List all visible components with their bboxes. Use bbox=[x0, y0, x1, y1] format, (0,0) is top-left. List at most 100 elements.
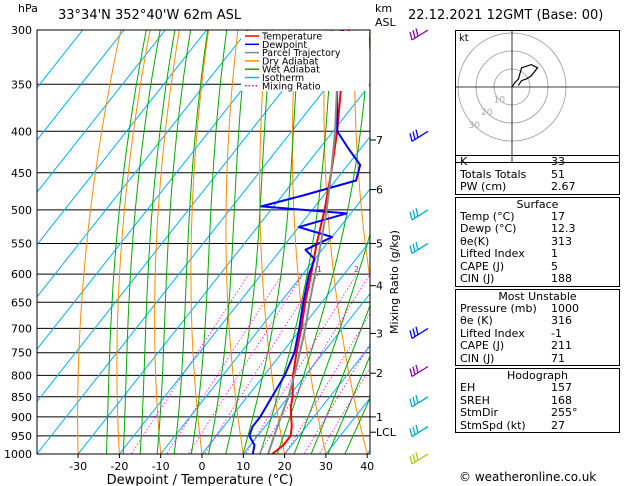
wind-barb bbox=[409, 208, 429, 221]
surface-indices: Surface Temp (°C) 17 Dewp (°C) 12.3 θe(K) 3… bbox=[455, 196, 620, 287]
wet-adiabat bbox=[139, 30, 176, 454]
wet-adiabat bbox=[293, 232, 370, 454]
dry-adiabat bbox=[77, 30, 122, 454]
mixing-ratio-line bbox=[284, 312, 370, 454]
dry-adiabat bbox=[354, 30, 370, 282]
x-tick-label: 40 bbox=[360, 460, 374, 473]
x-tick-label: -20 bbox=[110, 460, 128, 473]
legend-entry: Wet Adiabat bbox=[262, 65, 320, 76]
x-tick-label: -10 bbox=[152, 460, 170, 473]
isotherm-line bbox=[37, 30, 125, 141]
index-row: θe(K) 313 bbox=[460, 234, 572, 248]
mixing-ratio-line bbox=[258, 273, 370, 454]
wind-barb bbox=[409, 424, 429, 438]
pressure-tick-label: 1000 bbox=[4, 448, 32, 461]
copyright-credit: © weatheronline.co.uk bbox=[459, 470, 597, 484]
mixing-ratio-label: 10 bbox=[442, 265, 452, 274]
isotherm-line bbox=[201, 240, 370, 454]
mixing-ratio-line bbox=[130, 273, 250, 454]
x-tick-label: 30 bbox=[319, 460, 333, 473]
index-row: Lifted Index -1 bbox=[460, 326, 562, 340]
forecast-datetime: 22.12.2021 12GMT (Base: 00) bbox=[408, 8, 604, 23]
mixing-ratio-label: 2 bbox=[354, 265, 359, 274]
index-row: K 33 bbox=[460, 155, 565, 168]
isotherm-line bbox=[118, 135, 370, 454]
pressure-tick-label: 700 bbox=[11, 322, 32, 335]
wet-adiabat bbox=[225, 30, 273, 454]
legend-entry: Dry Adiabat bbox=[262, 56, 319, 67]
mixing-ratio-line bbox=[244, 273, 358, 454]
mixing-ratio-line bbox=[204, 273, 319, 454]
hodograph-section-title: Hodograph bbox=[507, 369, 568, 382]
index-row: Totals Totals 51 bbox=[460, 167, 565, 181]
wind-barb bbox=[409, 129, 429, 142]
wind-barb bbox=[409, 452, 429, 465]
wind-barb bbox=[409, 241, 429, 255]
x-tick-label: -30 bbox=[69, 460, 87, 473]
pressure-tick-label: 900 bbox=[11, 411, 32, 424]
wet-adiabat bbox=[190, 30, 228, 454]
plot-frame bbox=[36, 29, 371, 455]
index-row: PW (cm) 2.67 bbox=[460, 180, 576, 193]
km-unit-label: km bbox=[375, 2, 393, 15]
most-unstable-indices: Most Unstable Pressure (mb) 1000 θe (K) 31… bbox=[455, 288, 620, 366]
x-tick-label: 20 bbox=[278, 460, 292, 473]
wet-adiabat bbox=[173, 30, 209, 454]
x-tick-label: 10 bbox=[236, 460, 250, 473]
pressure-tick-label: 500 bbox=[11, 204, 32, 217]
index-row: Pressure (mb) 1000 bbox=[460, 301, 579, 315]
pressure-tick-label: 550 bbox=[11, 237, 32, 250]
legend-entry: Isotherm bbox=[262, 73, 304, 84]
altitude-tick-label: 6 bbox=[376, 184, 383, 197]
pressure-tick-label: 650 bbox=[11, 296, 32, 309]
isotherm-line bbox=[242, 292, 370, 454]
most-unstable-section-title: Most Unstable bbox=[498, 289, 577, 303]
hodograph-ring-label: 20 bbox=[481, 108, 493, 118]
index-row: StmSpd (kt) 27 bbox=[460, 418, 565, 432]
isotherm-line bbox=[37, 30, 166, 194]
legend-entry: Temperature bbox=[261, 32, 322, 43]
mixing-ratio-line bbox=[303, 342, 370, 454]
mixing-ratio-axis-label: Mixing Ratio (g/kg) bbox=[388, 230, 401, 334]
asl-unit-label: ASL bbox=[375, 16, 396, 29]
pressure-tick-label: 750 bbox=[11, 347, 32, 360]
index-row: Lifted Index 1 bbox=[460, 247, 558, 260]
isotherm-line bbox=[283, 345, 370, 454]
station-location: 33°34'N 352°40'W 62m ASL bbox=[58, 8, 242, 23]
index-row: EH 157 bbox=[460, 381, 572, 394]
pressure-tick-label: 800 bbox=[11, 369, 32, 382]
wind-barb bbox=[409, 364, 429, 378]
altitude-tick-label: LCL bbox=[376, 426, 397, 439]
hodograph-ring-label: 10 bbox=[494, 96, 506, 106]
hodograph-indices: Hodograph EH 157 SREH 168 StmDir 255° StmSp… bbox=[455, 368, 620, 433]
wet-adiabat bbox=[327, 354, 370, 454]
wet-adiabat bbox=[344, 397, 370, 454]
dry-adiabat bbox=[190, 30, 210, 454]
legend-entry: Mixing Ratio bbox=[262, 81, 321, 92]
pressure-tick-label: 400 bbox=[11, 125, 32, 138]
mixing-ratio-label: 8 bbox=[432, 265, 437, 274]
parcel-trajectory-profile bbox=[267, 30, 342, 454]
isotherm-line bbox=[37, 30, 208, 246]
index-row: Dewp (°C) 12.3 bbox=[460, 222, 576, 235]
legend-background bbox=[241, 31, 369, 91]
pressure-tick-label: 350 bbox=[11, 78, 32, 91]
legend-entry: Parcel Trajectory bbox=[262, 48, 341, 59]
altitude-tick-label: 3 bbox=[376, 327, 383, 340]
dry-adiabat bbox=[116, 30, 151, 454]
wet-adiabat bbox=[122, 30, 161, 454]
surface-section-title: Surface bbox=[516, 197, 559, 211]
mixing-ratio-line bbox=[318, 367, 370, 454]
wet-adiabat bbox=[259, 30, 334, 454]
wet-adiabat bbox=[310, 304, 370, 454]
index-row: CIN (J) 71 bbox=[460, 351, 565, 365]
altitude-tick-label: 2 bbox=[376, 367, 383, 380]
dry-adiabat bbox=[154, 30, 180, 454]
isotherm-line bbox=[37, 30, 84, 89]
wet-adiabat bbox=[242, 30, 301, 454]
wet-adiabat bbox=[156, 30, 192, 454]
altitude-tick-label: 4 bbox=[376, 280, 383, 293]
index-row: CAPE (J) 211 bbox=[460, 339, 572, 352]
index-row: StmDir 255° bbox=[460, 406, 578, 419]
legend-entry: Dewpoint bbox=[262, 40, 307, 51]
